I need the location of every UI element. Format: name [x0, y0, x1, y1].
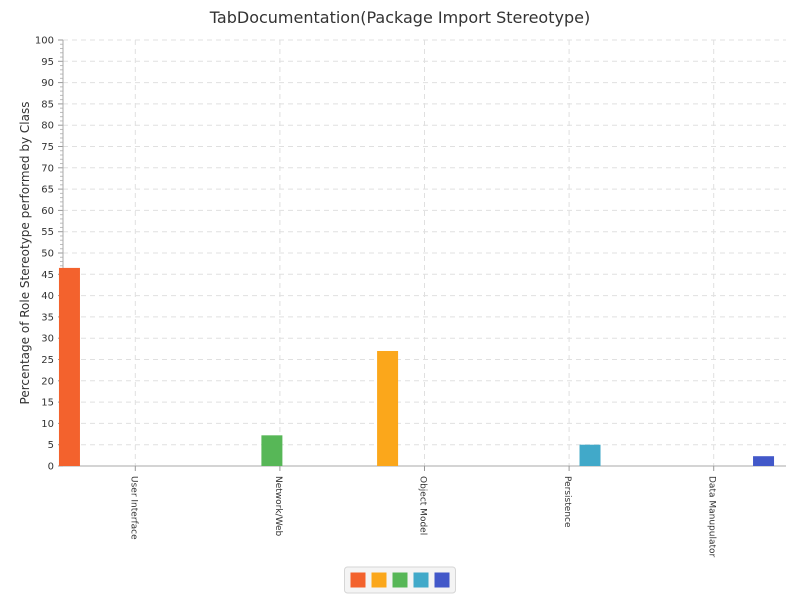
- chart-title: TabDocumentation(Package Import Stereoty…: [209, 8, 590, 27]
- y-tick-label: 65: [41, 185, 54, 196]
- x-category-label: Data Manupulator: [707, 476, 717, 558]
- y-tick-label: 95: [41, 57, 54, 68]
- bar-layer: [58, 267, 775, 466]
- y-tick-label: 55: [41, 227, 54, 238]
- x-category-label: Persistence: [562, 476, 572, 528]
- y-tick-label: 15: [41, 398, 54, 409]
- y-axis-label: Percentage of Role Stereotype performed …: [18, 102, 32, 405]
- legend-swatch: [371, 572, 387, 588]
- bar: [261, 435, 283, 466]
- grid-layer: [63, 39, 786, 466]
- bar: [377, 350, 399, 466]
- y-tick-label: 25: [41, 355, 54, 366]
- x-category-label: Network/Web: [273, 476, 283, 537]
- bar: [753, 456, 775, 466]
- y-tick-label: 50: [41, 249, 54, 260]
- y-tick-label: 80: [41, 121, 54, 132]
- y-tick-label: 75: [41, 142, 54, 153]
- y-tick-label: 30: [41, 334, 54, 345]
- y-tick-label: 0: [48, 462, 54, 473]
- y-tick-label: 5: [48, 440, 54, 451]
- y-tick-label: 70: [41, 163, 54, 174]
- y-tick-label: 60: [41, 206, 54, 217]
- y-tick-label: 45: [41, 270, 54, 281]
- y-tick-label: 90: [41, 78, 54, 89]
- y-tick-label: 35: [41, 312, 54, 323]
- bar: [58, 267, 80, 466]
- y-tick-label: 100: [35, 36, 54, 47]
- legend: [344, 566, 456, 594]
- legend-swatch: [350, 572, 366, 588]
- bar: [579, 444, 601, 466]
- legend-swatch: [434, 572, 450, 588]
- x-category-label: User Interface: [128, 476, 138, 540]
- legend-swatch: [392, 572, 408, 588]
- legend-swatch: [413, 572, 429, 588]
- y-tick-label: 20: [41, 376, 54, 387]
- y-tick-label: 85: [41, 99, 54, 110]
- x-category-label: Object Model: [418, 476, 428, 535]
- axis-layer: 0 5 10 15 20 25 30 35 40 45 50 55 60 65 70 75 80 85 90 95 10…: [35, 36, 786, 558]
- y-tick-label: 40: [41, 291, 54, 302]
- y-tick-label: 10: [41, 419, 54, 430]
